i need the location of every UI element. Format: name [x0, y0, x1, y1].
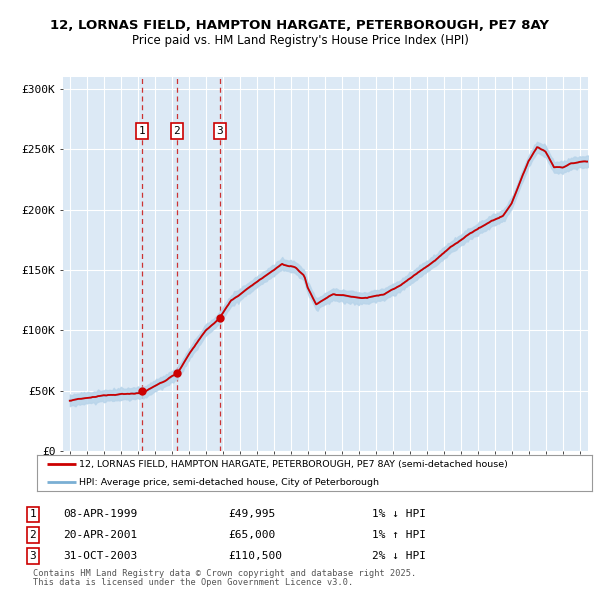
Text: 3: 3: [217, 126, 223, 136]
Text: 2: 2: [173, 126, 180, 136]
Text: 1: 1: [139, 126, 146, 136]
Text: 2: 2: [29, 530, 37, 540]
Text: This data is licensed under the Open Government Licence v3.0.: This data is licensed under the Open Gov…: [33, 578, 353, 588]
Text: HPI: Average price, semi-detached house, City of Peterborough: HPI: Average price, semi-detached house,…: [79, 477, 379, 487]
Text: 3: 3: [29, 551, 37, 560]
Text: £110,500: £110,500: [228, 551, 282, 560]
Text: 31-OCT-2003: 31-OCT-2003: [63, 551, 137, 560]
Text: £49,995: £49,995: [228, 510, 275, 519]
Text: 2% ↓ HPI: 2% ↓ HPI: [372, 551, 426, 560]
Text: 1% ↓ HPI: 1% ↓ HPI: [372, 510, 426, 519]
Text: 12, LORNAS FIELD, HAMPTON HARGATE, PETERBOROUGH, PE7 8AY: 12, LORNAS FIELD, HAMPTON HARGATE, PETER…: [50, 19, 550, 32]
Text: Contains HM Land Registry data © Crown copyright and database right 2025.: Contains HM Land Registry data © Crown c…: [33, 569, 416, 578]
Text: 1: 1: [29, 510, 37, 519]
Text: 1% ↑ HPI: 1% ↑ HPI: [372, 530, 426, 540]
Text: 20-APR-2001: 20-APR-2001: [63, 530, 137, 540]
Text: 08-APR-1999: 08-APR-1999: [63, 510, 137, 519]
Text: £65,000: £65,000: [228, 530, 275, 540]
Text: Price paid vs. HM Land Registry's House Price Index (HPI): Price paid vs. HM Land Registry's House …: [131, 34, 469, 47]
Text: 12, LORNAS FIELD, HAMPTON HARGATE, PETERBOROUGH, PE7 8AY (semi-detached house): 12, LORNAS FIELD, HAMPTON HARGATE, PETER…: [79, 460, 508, 469]
